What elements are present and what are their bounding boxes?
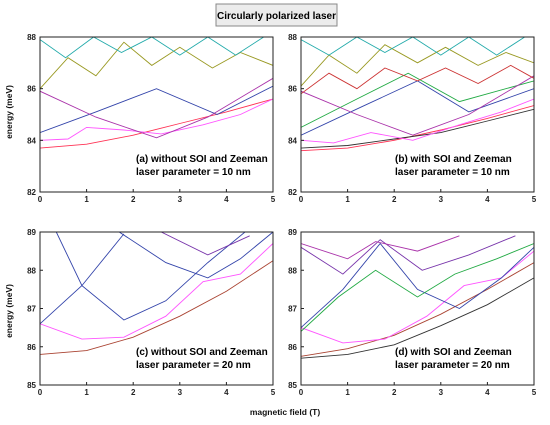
- panel-c-series: [40, 232, 273, 355]
- panel-d-series-line-1: [301, 262, 534, 357]
- panel-c-x-tick-label: 2: [131, 388, 136, 397]
- panel-b-x-tick-label: 2: [392, 195, 397, 204]
- panel-c-x-tick-label: 0: [38, 388, 43, 397]
- panel-b-series-line-8: [301, 37, 525, 56]
- panel-d-series-line-0: [301, 277, 534, 359]
- panel-a-series: [40, 37, 273, 149]
- panel-a-frame: [39, 36, 274, 193]
- panel-c-y-tick-label: 89: [27, 228, 36, 237]
- panel-b-y-tick-label: 88: [288, 33, 297, 42]
- panel-d-annotation: laser parameter = 20 nm: [395, 360, 510, 371]
- panel-a-x-tick-label: 2: [131, 195, 136, 204]
- panel-a-series-line-5: [40, 37, 264, 59]
- panel-d-x-tick-label: 1: [345, 388, 350, 397]
- panel-a-x-tick-label: 3: [178, 195, 183, 204]
- panel-c-series-line-1: [40, 243, 273, 340]
- panel-a-series-line-2: [40, 85, 273, 134]
- panel-b-series-line-1: [301, 108, 534, 149]
- panel-a-annotation: laser parameter = 10 nm: [136, 167, 251, 178]
- panel-b-series-line-3: [301, 80, 534, 136]
- panel-c-x-tick-label: 4: [224, 388, 229, 397]
- panel-b-series-line-5: [301, 75, 534, 136]
- x-axis-label: magnetic field (T): [250, 407, 321, 417]
- panel-a-y-tick-label: 82: [27, 188, 36, 197]
- panel-b-x-tick-label: 1: [345, 195, 350, 204]
- panel-a-x-tick-label: 0: [38, 195, 43, 204]
- panel-c-y-tick-label: 87: [27, 305, 36, 314]
- panel-b-series-line-0: [301, 105, 534, 152]
- panel-c-annotation: laser parameter = 20 nm: [136, 360, 251, 371]
- panel-d-series-line-3: [301, 242, 534, 328]
- panel-b: 0 1 2 3 4 5 82 84 86 88 (b) with SOI and Zeeman las…: [288, 33, 537, 204]
- y-axis-label-bottom: energy (meV): [4, 284, 14, 338]
- panel-a-x-tick-label: 5: [271, 195, 276, 204]
- panel-b-series-line-7: [301, 44, 534, 87]
- panel-d-y-tick-label: 85: [288, 381, 297, 390]
- panel-c-series-line-5: [161, 232, 250, 256]
- panel-b-y-tick-label: 82: [288, 188, 297, 197]
- panel-a-series-line-1: [40, 98, 273, 141]
- panel-a-x-tick-label: 1: [84, 195, 89, 204]
- panel-c-y-tick-label: 86: [27, 343, 36, 352]
- panel-b-series-line-4: [301, 72, 534, 128]
- panel-d-annotation: (d) with SOI and Zeeman: [395, 347, 512, 358]
- panel-c-annotation: (c) without SOI and Zeeman: [136, 347, 268, 358]
- panel-d-series: [301, 235, 534, 359]
- panel-b-series-line-2: [301, 98, 534, 144]
- panel-a-y-tick-label: 88: [27, 33, 36, 42]
- panel-d-y-tick-label: 86: [288, 343, 297, 352]
- panel-d-x-tick-label: 0: [299, 388, 304, 397]
- panel-a-series-line-3: [40, 77, 273, 139]
- panel-b-y-tick-label: 86: [288, 85, 297, 94]
- panel-a-y-tick-label: 84: [27, 136, 36, 145]
- panel-b-annotation: laser parameter = 10 nm: [395, 167, 510, 178]
- panel-d-y-tick-label: 89: [288, 228, 297, 237]
- panel-b-y-tick-label: 84: [288, 136, 297, 145]
- y-axis-label-top: energy (meV): [4, 85, 14, 139]
- panel-a-annotation: (a) without SOI and Zeeman: [136, 154, 268, 165]
- panel-c: 0 1 2 3 4 5 85 86 87 88 89 (c) without SOI and Zeem…: [27, 228, 276, 397]
- panel-a-series-line-4: [40, 41, 273, 90]
- panel-c-series-line-4: [118, 232, 273, 279]
- panel-d-y-tick-label: 87: [288, 305, 297, 314]
- panel-b-series-line-6: [301, 64, 534, 95]
- panel-b-x-tick-label: 4: [485, 195, 490, 204]
- panel-d-series-line-5: [301, 235, 516, 275]
- panel-b-x-tick-label: 0: [299, 195, 304, 204]
- panel-c-y-tick-label: 88: [27, 266, 36, 275]
- panel-a-series-line-0: [40, 98, 273, 149]
- panel-b-x-tick-label: 3: [439, 195, 444, 204]
- panel-b-series: [301, 37, 534, 152]
- panel-c-series-line-2: [40, 233, 125, 325]
- panel-c-x-tick-label: 1: [84, 388, 89, 397]
- panel-d: 0 1 2 3 4 5 85 86 87 88 89 (d) with SOI and Zeeman l…: [288, 228, 537, 397]
- figure-title: Circularly polarized laser: [217, 11, 336, 22]
- figure-title-box: Circularly polarized laser: [215, 3, 338, 27]
- panel-d-y-tick-label: 88: [288, 266, 297, 275]
- panel-c-y-tick-label: 85: [27, 381, 36, 390]
- panel-d-series-line-4: [301, 243, 534, 332]
- panel-b-annotation: (b) with SOI and Zeeman: [395, 154, 512, 165]
- panel-b-x-tick-label: 5: [532, 195, 537, 204]
- panel-a-y-tick-label: 86: [27, 85, 36, 94]
- panel-d-x-tick-label: 4: [485, 388, 490, 397]
- panel-d-x-tick-label: 3: [439, 388, 444, 397]
- panel-c-x-tick-label: 3: [178, 388, 183, 397]
- panel-b-frame: [300, 36, 535, 193]
- panel-c-series-line-0: [40, 260, 273, 355]
- panel-c-x-tick-label: 5: [271, 388, 276, 397]
- panel-a-x-tick-label: 4: [224, 195, 229, 204]
- panel-d-x-tick-label: 5: [532, 388, 537, 397]
- panel-d-series-line-6: [301, 235, 460, 260]
- panel-a: 0 1 2 3 4 5 82 84 86 88 (a) without SOI and Zeeman…: [27, 33, 276, 204]
- panel-d-x-tick-label: 2: [392, 388, 397, 397]
- panel-c-series-line-3: [55, 232, 246, 321]
